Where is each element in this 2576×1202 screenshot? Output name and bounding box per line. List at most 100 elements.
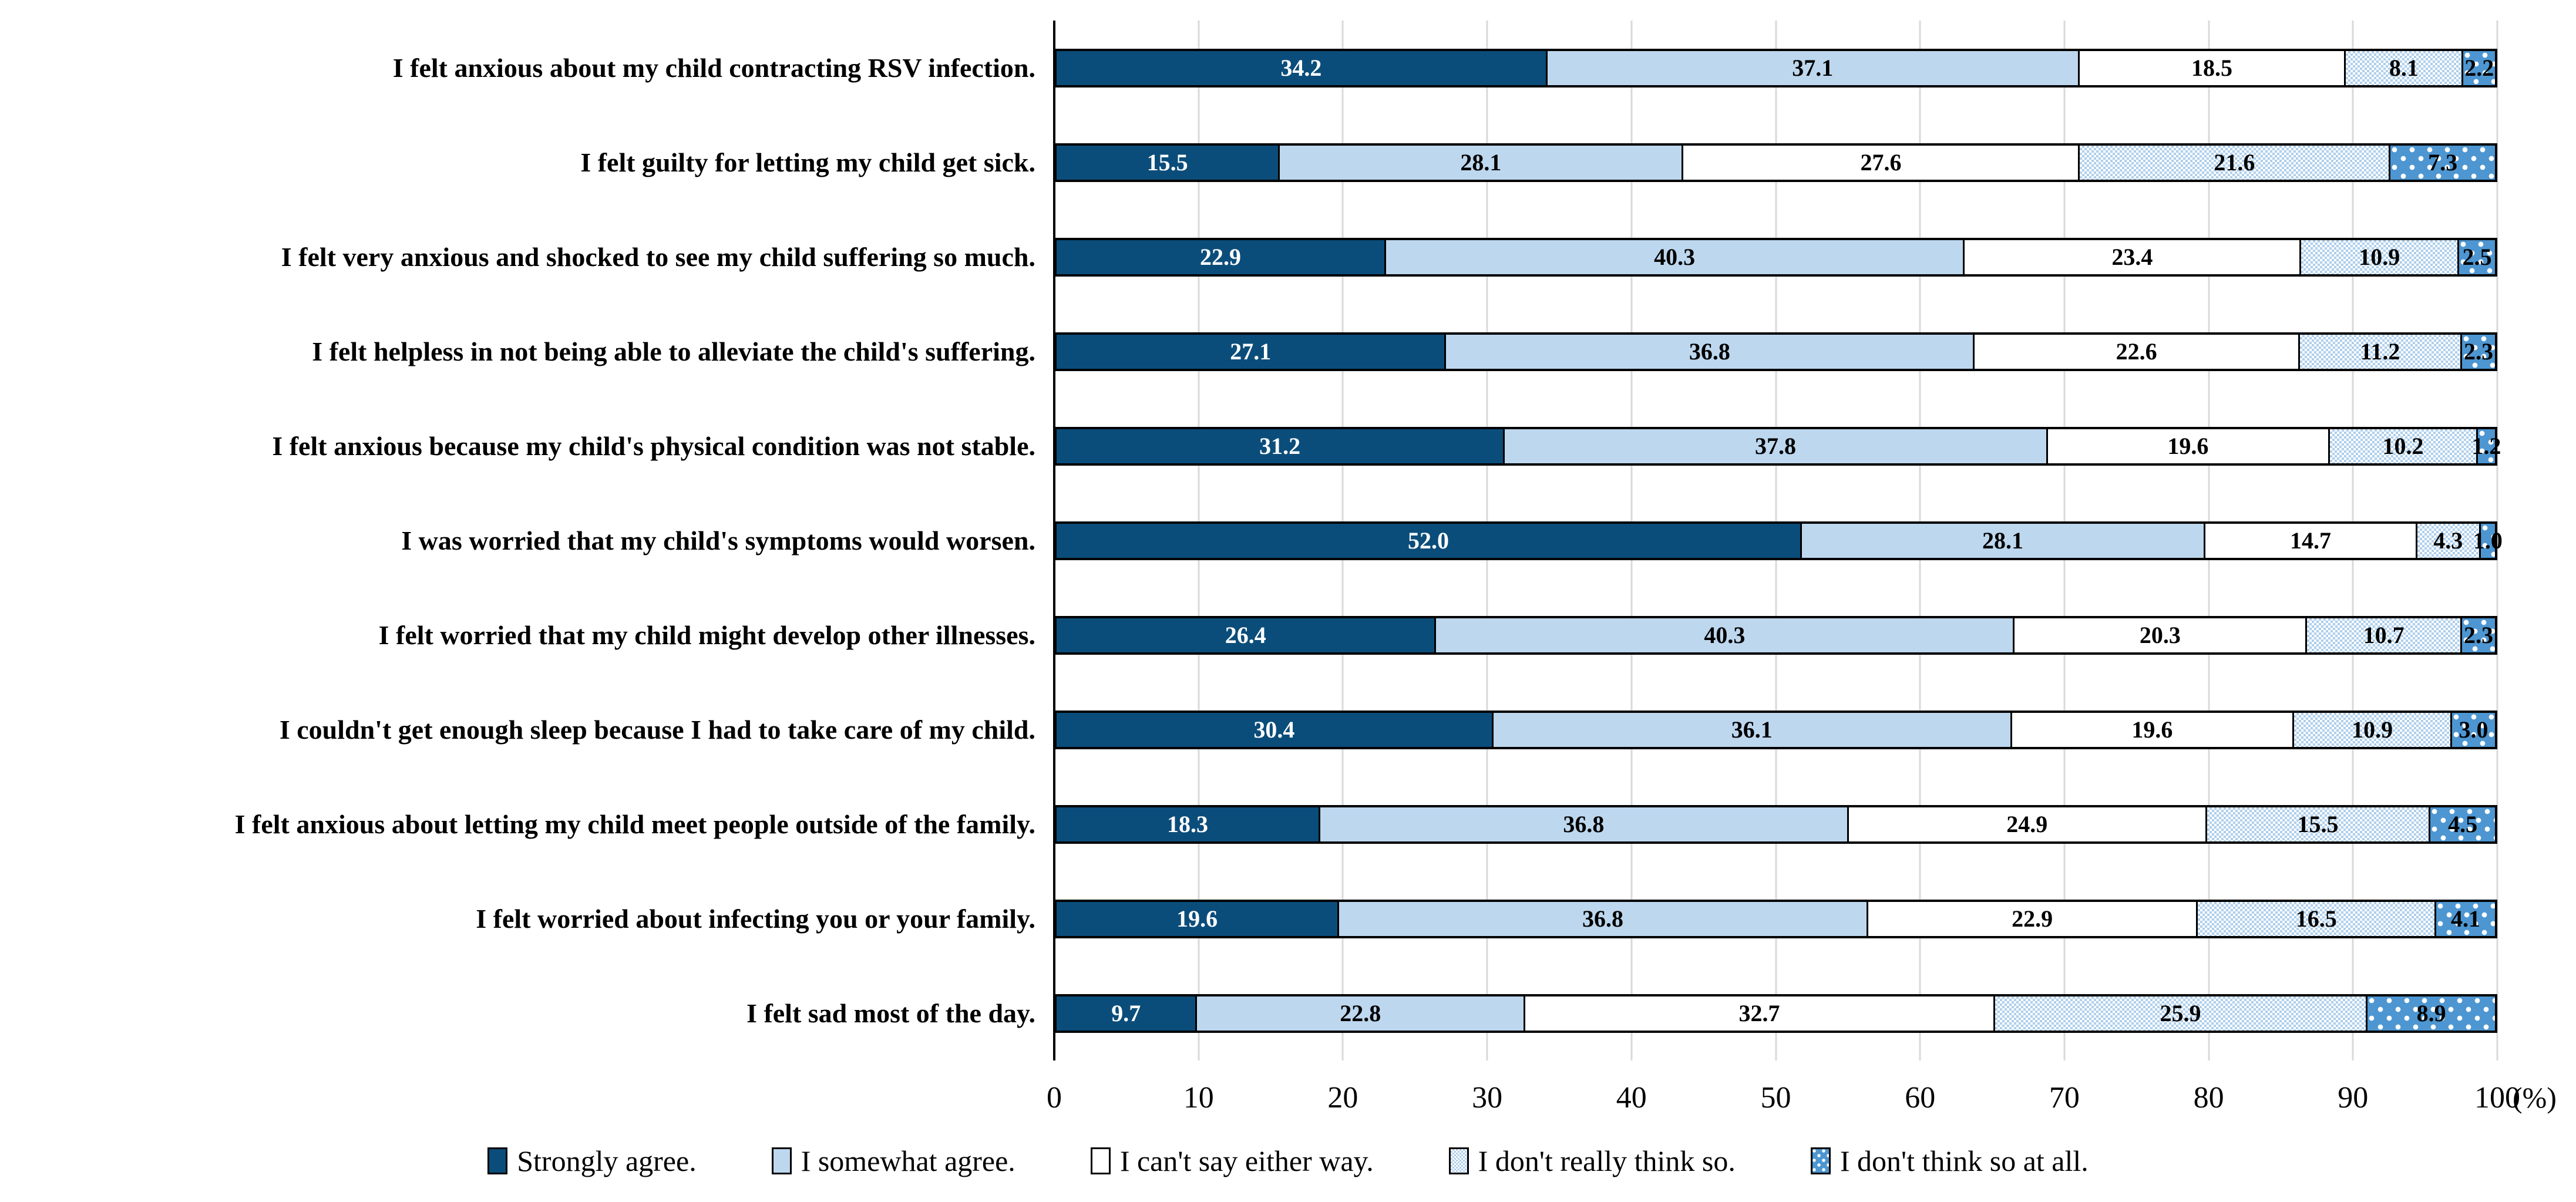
stacked-bar: 26.4 40.3 20.3 10.7 2.3	[1054, 615, 2497, 655]
category-label: I couldn't get enough sleep because I ha…	[279, 715, 1035, 745]
bar-segment-4: 10.9	[2294, 712, 2452, 747]
x-tick-label: 90	[2338, 1081, 2369, 1115]
segment-value-label: 10.9	[2359, 243, 2400, 270]
category-label: I felt anxious because my child's physic…	[272, 431, 1035, 461]
stacked-bar: 31.2 37.8 19.6 10.2 1.2	[1054, 426, 2501, 466]
bar-segment-2: 40.3	[1386, 240, 1965, 274]
bar-segment-2: 28.1	[1801, 523, 2206, 558]
segment-value-label: 10.2	[2382, 432, 2424, 459]
bar-segment-5: 1.2	[2471, 429, 2501, 463]
bar-segment-5: 2.5	[2459, 240, 2496, 274]
category-row: I felt very anxious and shocked to see m…	[0, 210, 2497, 304]
segment-value-label: 18.5	[2191, 54, 2233, 81]
stacked-bar: 15.5 28.1 27.6 21.6 7.3	[1054, 143, 2497, 182]
category-label: I felt sad most of the day.	[746, 998, 1035, 1028]
legend-label: I don't really think so.	[1478, 1144, 1736, 1177]
bar-segment-4: 25.9	[1995, 996, 2368, 1031]
segment-value-label: 2.3	[2463, 338, 2493, 365]
bar-segment-2: 37.8	[1505, 429, 2048, 463]
segment-value-label: 2.5	[2462, 243, 2492, 270]
bar-segment-1: 27.1	[1057, 334, 1447, 369]
segment-value-label: 10.9	[2352, 716, 2393, 743]
bar-segment-4: 16.5	[2198, 901, 2436, 936]
bar-segment-5: 1.0	[2473, 523, 2503, 558]
segment-value-label: 22.6	[2116, 338, 2157, 365]
bar-segment-3: 24.9	[1848, 807, 2207, 841]
bar-segment-1: 30.4	[1057, 712, 1494, 747]
segment-value-label: 14.7	[2290, 527, 2332, 554]
bar-segment-3: 22.9	[1868, 901, 2198, 936]
segment-value-label: 36.8	[1563, 810, 1605, 837]
legend-label: I somewhat agree.	[801, 1144, 1015, 1177]
bar-segment-3: 20.3	[2015, 618, 2308, 652]
segment-value-label: 31.2	[1259, 432, 1301, 459]
stacked-bar: 27.1 36.8 22.6 11.2 2.3	[1054, 332, 2497, 371]
bar-segment-5: 7.3	[2390, 145, 2495, 180]
bar-segment-4: 10.7	[2307, 618, 2462, 652]
segment-value-label: 40.3	[1704, 621, 1746, 648]
segment-value-label: 4.3	[2433, 527, 2463, 554]
segment-value-label: 40.3	[1654, 243, 1696, 270]
legend-label: I can't say either way.	[1119, 1144, 1374, 1177]
segment-value-label: 36.8	[1689, 338, 1730, 365]
stacked-bar: 52.0 28.1 14.7 4.3 1.0	[1054, 521, 2503, 560]
segment-value-label: 4.1	[2450, 905, 2480, 932]
bar-segment-4: 4.3	[2417, 523, 2481, 558]
bar-segment-3: 19.6	[2047, 429, 2330, 463]
category-label: I felt worried about infecting you or yo…	[476, 904, 1035, 934]
category-label: I felt helpless in not being able to all…	[312, 336, 1035, 366]
bar-segment-3: 22.6	[1975, 334, 2300, 369]
bar-segment-1: 52.0	[1057, 523, 1802, 558]
bar-segment-5: 4.1	[2436, 901, 2495, 936]
bar-segment-1: 31.2	[1057, 429, 1505, 463]
segment-value-label: 28.1	[1982, 527, 2024, 554]
segment-value-label: 23.4	[2111, 243, 2153, 270]
segment-value-label: 27.1	[1230, 338, 1272, 365]
segment-value-label: 28.1	[1460, 149, 1502, 176]
bar-segment-2: 36.8	[1339, 901, 1868, 936]
stacked-bar: 19.6 36.8 22.9 16.5 4.1	[1054, 899, 2497, 938]
legend-swatch	[1810, 1147, 1831, 1174]
category-label: I was worried that my child's symptoms w…	[401, 526, 1035, 555]
segment-value-label: 7.3	[2428, 149, 2458, 176]
segment-value-label: 15.5	[2297, 810, 2339, 837]
segment-value-label: 11.2	[2360, 338, 2400, 365]
stacked-bar: 30.4 36.1 19.6 10.9 3.0	[1054, 710, 2497, 749]
bar-segment-3: 18.5	[2079, 50, 2346, 85]
segment-value-label: 22.9	[2012, 905, 2053, 932]
segment-value-label: 4.5	[2448, 810, 2478, 837]
stacked-bar: 18.3 36.8 24.9 15.5 4.5	[1054, 804, 2497, 844]
stacked-bar: 34.2 37.1 18.5 8.1 2.2	[1054, 48, 2497, 87]
segment-value-label: 10.7	[2363, 621, 2405, 648]
category-label: I felt anxious about my child contractin…	[392, 53, 1035, 83]
segment-value-label: 2.3	[2463, 621, 2493, 648]
x-tick-label: 40	[1616, 1081, 1647, 1115]
bar-segment-2: 37.1	[1547, 50, 2080, 85]
x-tick-label: 80	[2193, 1081, 2224, 1115]
stacked-bar: 9.7 22.8 32.7 25.9 8.9	[1054, 994, 2497, 1033]
bar-segment-4: 11.2	[2300, 334, 2462, 369]
segment-value-label: 9.7	[1111, 999, 1141, 1026]
segment-value-label: 26.4	[1225, 621, 1266, 648]
x-axis-ticks: (%) 0 10 20 30 40 50 60 70 80 90 100	[1047, 1080, 2557, 1122]
bar-segment-4: 15.5	[2207, 807, 2431, 841]
bar-segment-5: 2.2	[2463, 50, 2495, 85]
segment-value-label: 22.8	[1340, 999, 1381, 1026]
segment-value-label: 3.0	[2459, 716, 2488, 743]
segment-value-label: 8.9	[2416, 999, 2446, 1026]
x-tick-label: 20	[1327, 1081, 1358, 1115]
category-row: I couldn't get enough sleep because I ha…	[0, 682, 2497, 777]
rows: I felt anxious about my child contractin…	[0, 21, 2503, 1060]
segment-value-label: 20.3	[2139, 621, 2181, 648]
bar-segment-4: 21.6	[2080, 145, 2391, 180]
x-tick-label: 70	[2049, 1081, 2080, 1115]
legend-item: Strongly agree.	[487, 1144, 697, 1178]
bar-segment-4: 8.1	[2346, 50, 2464, 85]
bar-segment-4: 10.2	[2330, 429, 2478, 463]
category-label: I felt anxious about letting my child me…	[234, 809, 1035, 839]
x-tick-label: 0	[1047, 1081, 1062, 1115]
category-row: I felt anxious because my child's physic…	[0, 399, 2501, 493]
category-row: I felt sad most of the day. 9.7 22.8 32.7 25…	[0, 966, 2497, 1060]
category-row: I felt anxious about my child contractin…	[0, 21, 2497, 115]
